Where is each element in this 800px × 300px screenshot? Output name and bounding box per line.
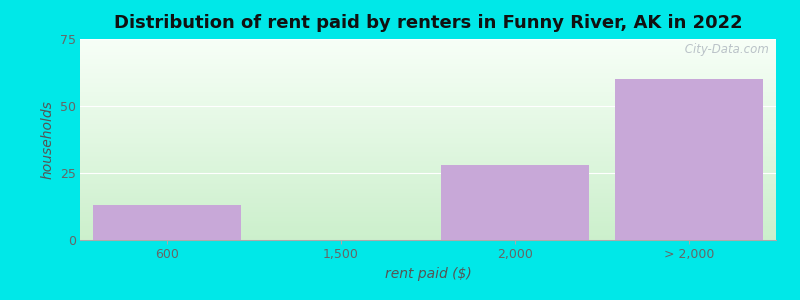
Bar [615,79,763,240]
Bar [441,165,589,240]
Bar [93,205,241,240]
Text: City-Data.com: City-Data.com [681,43,769,56]
X-axis label: rent paid ($): rent paid ($) [385,267,471,281]
Y-axis label: households: households [40,100,54,179]
Title: Distribution of rent paid by renters in Funny River, AK in 2022: Distribution of rent paid by renters in … [114,14,742,32]
